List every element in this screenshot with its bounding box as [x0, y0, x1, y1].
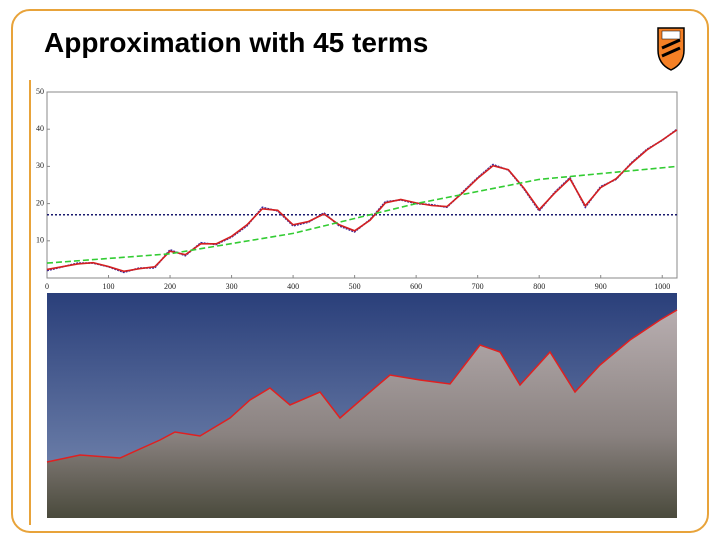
- x-tick-label: 500: [349, 282, 361, 291]
- x-tick-label: 100: [103, 282, 115, 291]
- y-tick-label: 20: [36, 198, 44, 207]
- photo: [46, 293, 678, 518]
- slide-title: Approximation with 45 terms: [44, 27, 428, 58]
- x-tick-label: 200: [164, 282, 176, 291]
- x-tick-label: 800: [533, 282, 545, 291]
- x-tick-label: 600: [410, 282, 422, 291]
- y-tick-label: 10: [36, 236, 44, 245]
- y-tick-label: 30: [36, 161, 44, 170]
- slide-frame: [11, 9, 709, 533]
- logo: [657, 27, 685, 71]
- plot-area: [46, 91, 678, 279]
- y-tick-label: 50: [36, 87, 44, 96]
- x-tick-label: 300: [226, 282, 238, 291]
- y-tick-label: 40: [36, 124, 44, 133]
- x-tick-label: 700: [472, 282, 484, 291]
- series-line: [46, 129, 678, 273]
- x-tick-label: 0: [45, 282, 49, 291]
- x-tick-label: 1000: [654, 282, 670, 291]
- x-tick-label: 400: [287, 282, 299, 291]
- x-tick-label: 900: [595, 282, 607, 291]
- series-line: [46, 165, 678, 264]
